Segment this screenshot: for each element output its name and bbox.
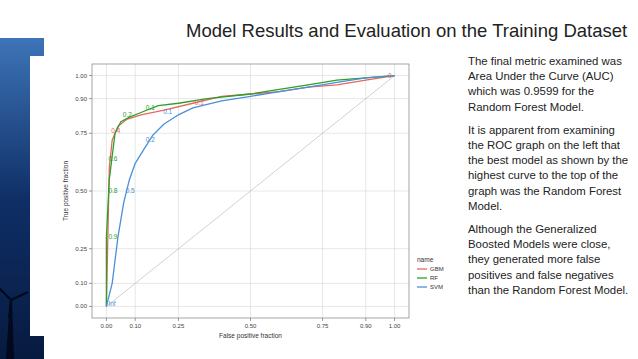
cutoff-label: 0.1 bbox=[163, 108, 172, 115]
chart-background bbox=[30, 56, 458, 336]
x-tick bbox=[178, 318, 179, 321]
cutoff-label: 0 bbox=[388, 72, 392, 79]
y-tick bbox=[89, 133, 92, 134]
x-tick-label: 0.10 bbox=[129, 323, 141, 329]
side-text: The final metric examined was Area Under… bbox=[468, 54, 630, 306]
legend-swatch bbox=[417, 286, 427, 287]
cutoff-label: 0.6 bbox=[108, 155, 117, 162]
y-tick bbox=[89, 306, 92, 307]
x-tick-label: 0.50 bbox=[245, 323, 257, 329]
cutoff-label: 0.9 bbox=[108, 233, 117, 240]
y-tick-label: 0.10 bbox=[75, 280, 87, 286]
paragraph: It is apparent from examining the ROC gr… bbox=[468, 123, 630, 214]
legend-label: SVM bbox=[430, 284, 443, 290]
paragraph: Although the Generalized Boosted Models … bbox=[468, 222, 630, 298]
x-tick bbox=[106, 318, 107, 321]
slide-title: Model Results and Evaluation on the Trai… bbox=[186, 20, 627, 42]
slide: 0.000.100.250.500.750.901.000.000.100.25… bbox=[0, 0, 638, 359]
roc-curve bbox=[106, 76, 394, 307]
y-tick bbox=[89, 283, 92, 284]
y-tick-label: 1.00 bbox=[75, 73, 87, 79]
x-tick-label: 0.25 bbox=[173, 323, 185, 329]
x-tick bbox=[322, 318, 323, 321]
y-grid-line bbox=[92, 98, 409, 99]
cutoff-label: 0.5 bbox=[126, 187, 135, 194]
y-tick-label: 0.75 bbox=[75, 130, 87, 136]
x-tick bbox=[365, 318, 366, 321]
legend-title: name bbox=[417, 256, 434, 263]
plot-frame bbox=[92, 64, 409, 318]
x-tick bbox=[250, 318, 251, 321]
x-tick-label: 0.90 bbox=[360, 323, 372, 329]
y-tick-label: 0.90 bbox=[75, 96, 87, 102]
roc-curve bbox=[106, 76, 394, 307]
turbine-blades bbox=[0, 285, 28, 318]
plot-marks bbox=[106, 76, 394, 307]
cutoff-label: 0.1 bbox=[146, 104, 155, 111]
y-tick bbox=[89, 75, 92, 76]
y-tick bbox=[89, 98, 92, 99]
y-tick-label: 0.00 bbox=[75, 303, 87, 309]
cutoff-label: 0.2 bbox=[146, 136, 155, 143]
y-tick bbox=[89, 191, 92, 192]
legend-label: RF bbox=[430, 275, 438, 281]
cutoff-label: 0.4 bbox=[111, 127, 120, 134]
y-tick-label: 0.50 bbox=[75, 188, 87, 194]
x-tick-label: 0.75 bbox=[317, 323, 329, 329]
y-grid-line bbox=[92, 306, 409, 307]
roc-curve bbox=[106, 76, 394, 307]
x-tick-label: 1.00 bbox=[389, 323, 401, 329]
x-axis-title: False positive fraction bbox=[219, 332, 282, 340]
x-tick bbox=[135, 318, 136, 321]
x-tick bbox=[394, 318, 395, 321]
reference-diagonal bbox=[106, 76, 394, 307]
y-grid-line bbox=[92, 248, 409, 249]
cutoff-label: 0.1 bbox=[195, 99, 204, 106]
cutoff-label: 0.2 bbox=[123, 111, 132, 118]
y-axis-title: True positive fraction bbox=[62, 161, 70, 221]
plot-panel bbox=[92, 64, 409, 318]
y-tick bbox=[89, 248, 92, 249]
legend-swatch bbox=[417, 268, 427, 269]
x-tick-label: 0.00 bbox=[101, 323, 113, 329]
y-grid-line bbox=[92, 283, 409, 284]
legend-swatch bbox=[417, 277, 427, 278]
y-grid-line bbox=[92, 133, 409, 134]
y-tick-label: 0.25 bbox=[75, 246, 87, 252]
cutoff-label: 0.8 bbox=[108, 187, 117, 194]
paragraph: The final metric examined was Area Under… bbox=[468, 54, 630, 115]
legend-label: GBM bbox=[430, 266, 444, 272]
y-grid-line bbox=[92, 75, 409, 76]
cutoff-label: Inf bbox=[108, 300, 115, 307]
